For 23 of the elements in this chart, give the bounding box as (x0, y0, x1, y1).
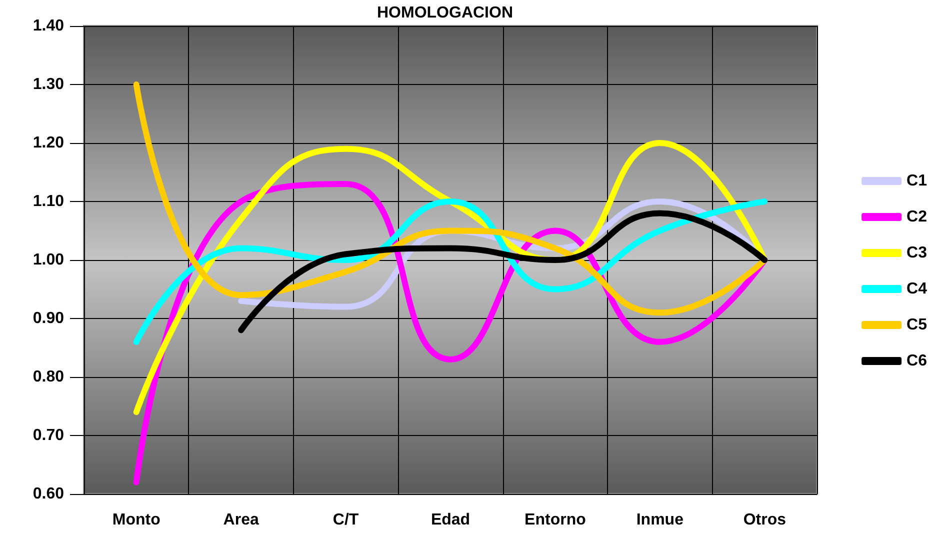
y-tick-label: 1.20 (32, 134, 64, 152)
chart-title: HOMOLOGACION (377, 4, 513, 22)
legend-label: C4 (906, 280, 928, 298)
y-tick-label: 0.70 (32, 427, 64, 444)
y-tick-label: 0.60 (32, 486, 64, 502)
x-tick-label: Inmue (636, 512, 684, 528)
x-tick-label: Entorno (524, 512, 586, 528)
y-tick-label: 0.80 (32, 368, 64, 386)
x-tick-label: Area (223, 512, 259, 528)
legend-label: C1 (906, 172, 928, 190)
legend-label: C6 (906, 352, 928, 370)
x-tick-label: Otros (743, 512, 786, 528)
x-tick-label: Monto (112, 512, 161, 528)
y-tick-label: 1.10 (32, 193, 64, 210)
legend-label: C2 (906, 208, 928, 226)
x-tick-label: Edad (430, 512, 470, 528)
y-tick-label: 1.00 (32, 252, 64, 268)
y-tick-label: 1.40 (32, 18, 64, 34)
legend-label: C3 (906, 244, 928, 262)
x-tick-label: C/T (332, 512, 359, 528)
y-tick-label: 1.30 (32, 76, 64, 93)
legend-label: C5 (906, 316, 928, 334)
y-tick-label: 0.90 (32, 310, 64, 327)
